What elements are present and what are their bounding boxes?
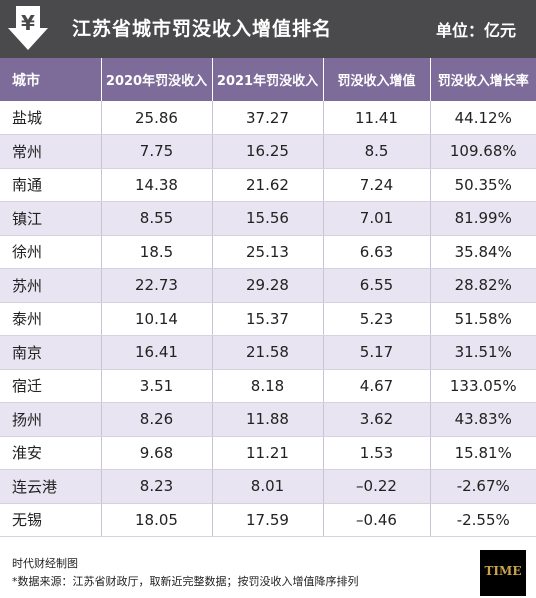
value-cell: 8.26 — [101, 402, 213, 437]
table-row: 徐州 18.5 25.13 6.63 35.84% — [0, 235, 536, 269]
column-header: 罚没收入增值 — [323, 58, 431, 101]
value-cell: 51.58% — [430, 302, 536, 336]
value-cell: 15.37 — [212, 302, 324, 336]
value-cell: 8.01 — [212, 469, 324, 504]
table-row: 苏州 22.73 29.28 6.55 28.82% — [0, 268, 536, 303]
credit-text: 时代财经制图 — [12, 557, 78, 570]
table-row: 南京 16.41 21.58 5.17 31.51% — [0, 335, 536, 370]
value-cell: 31.51% — [430, 335, 536, 370]
value-cell: -2.55% — [430, 503, 536, 537]
value-cell: –0.22 — [323, 469, 431, 504]
value-cell: 3.62 — [323, 402, 431, 437]
column-header: 2020年罚没收入 — [101, 58, 213, 101]
value-cell: 25.86 — [101, 101, 213, 135]
value-cell: 81.99% — [430, 201, 536, 236]
table-row: 常州 7.75 16.25 8.5 109.68% — [0, 134, 536, 169]
table-body: 盐城 25.86 37.27 11.41 44.12% 常州 7.75 16.25 8.5 109… — [0, 101, 536, 537]
value-cell: 8.55 — [101, 201, 213, 236]
table-row: 无锡 18.05 17.59 –0.46 -2.55% — [0, 503, 536, 537]
city-cell: 盐城 — [0, 101, 102, 135]
value-cell: 17.59 — [212, 503, 324, 537]
svg-text:¥: ¥ — [21, 11, 35, 35]
yen-arrow-down-icon: ¥ — [8, 6, 48, 50]
value-cell: 6.63 — [323, 235, 431, 269]
column-header: 罚没收入增长率 — [430, 58, 536, 101]
ranking-table: 城市 2020年罚没收入 2021年罚没收入 罚没收入增值 罚没收入增长率 盐城 25.8… — [0, 58, 536, 537]
table-header-row: 城市 2020年罚没收入 2021年罚没收入 罚没收入增值 罚没收入增长率 — [0, 58, 536, 101]
city-cell: 镇江 — [0, 201, 102, 236]
value-cell: 10.14 — [101, 302, 213, 336]
value-cell: 7.01 — [323, 201, 431, 236]
value-cell: 18.05 — [101, 503, 213, 537]
value-cell: 35.84% — [430, 235, 536, 269]
value-cell: 11.21 — [212, 436, 324, 470]
unit-label: 单位：亿元 — [435, 21, 516, 40]
value-cell: 133.05% — [430, 369, 536, 403]
table-row: 宿迁 3.51 8.18 4.67 133.05% — [0, 369, 536, 403]
city-cell: 南通 — [0, 168, 102, 202]
value-cell: 4.67 — [323, 369, 431, 403]
value-cell: 50.35% — [430, 168, 536, 202]
time-logo: TIME — [480, 550, 526, 596]
table-row: 镇江 8.55 15.56 7.01 81.99% — [0, 201, 536, 236]
value-cell: 3.51 — [101, 369, 213, 403]
city-cell: 南京 — [0, 335, 102, 370]
source-note: *数据来源：江苏省财政厅，取新近完整数据；按罚没收入增值降序排列 — [12, 575, 359, 588]
city-cell: 苏州 — [0, 268, 102, 303]
table-row: 扬州 8.26 11.88 3.62 43.83% — [0, 402, 536, 437]
value-cell: 1.53 — [323, 436, 431, 470]
value-cell: 7.75 — [101, 134, 213, 169]
value-cell: 8.18 — [212, 369, 324, 403]
value-cell: 9.68 — [101, 436, 213, 470]
value-cell: 11.88 — [212, 402, 324, 437]
value-cell: 14.38 — [101, 168, 213, 202]
city-cell: 淮安 — [0, 436, 102, 470]
table-row: 淮安 9.68 11.21 1.53 15.81% — [0, 436, 536, 470]
value-cell: 5.23 — [323, 302, 431, 336]
page-header: ¥ 江苏省城市罚没收入增值排名 单位：亿元 — [0, 0, 536, 58]
value-cell: 28.82% — [430, 268, 536, 303]
value-cell: 15.56 — [212, 201, 324, 236]
value-cell: 22.73 — [101, 268, 213, 303]
column-header: 2021年罚没收入 — [212, 58, 324, 101]
value-cell: 21.62 — [212, 168, 324, 202]
table-row: 南通 14.38 21.62 7.24 50.35% — [0, 168, 536, 202]
page-title: 江苏省城市罚没收入增值排名 — [72, 18, 333, 40]
footer: 时代财经制图 *数据来源：江苏省财政厅，取新近完整数据；按罚没收入增值降序排列 … — [0, 550, 536, 598]
city-cell: 无锡 — [0, 503, 102, 537]
value-cell: 29.28 — [212, 268, 324, 303]
value-cell: 18.5 — [101, 235, 213, 269]
city-cell: 宿迁 — [0, 369, 102, 403]
value-cell: 21.58 — [212, 335, 324, 370]
column-header: 城市 — [0, 58, 102, 101]
value-cell: 5.17 — [323, 335, 431, 370]
value-cell: 25.13 — [212, 235, 324, 269]
table-row: 泰州 10.14 15.37 5.23 51.58% — [0, 302, 536, 336]
value-cell: 8.23 — [101, 469, 213, 504]
value-cell: 16.25 — [212, 134, 324, 169]
city-cell: 连云港 — [0, 469, 102, 504]
table-row: 盐城 25.86 37.27 11.41 44.12% — [0, 101, 536, 135]
value-cell: 37.27 — [212, 101, 324, 135]
value-cell: 11.41 — [323, 101, 431, 135]
value-cell: –0.46 — [323, 503, 431, 537]
value-cell: 15.81% — [430, 436, 536, 470]
table-row: 连云港 8.23 8.01 –0.22 -2.67% — [0, 469, 536, 504]
value-cell: 6.55 — [323, 268, 431, 303]
value-cell: -2.67% — [430, 469, 536, 504]
city-cell: 徐州 — [0, 235, 102, 269]
city-cell: 泰州 — [0, 302, 102, 336]
value-cell: 109.68% — [430, 134, 536, 169]
city-cell: 扬州 — [0, 402, 102, 437]
value-cell: 16.41 — [101, 335, 213, 370]
time-logo-text: TIME — [484, 564, 522, 578]
value-cell: 7.24 — [323, 168, 431, 202]
value-cell: 8.5 — [323, 134, 431, 169]
city-cell: 常州 — [0, 134, 102, 169]
value-cell: 43.83% — [430, 402, 536, 437]
value-cell: 44.12% — [430, 101, 536, 135]
